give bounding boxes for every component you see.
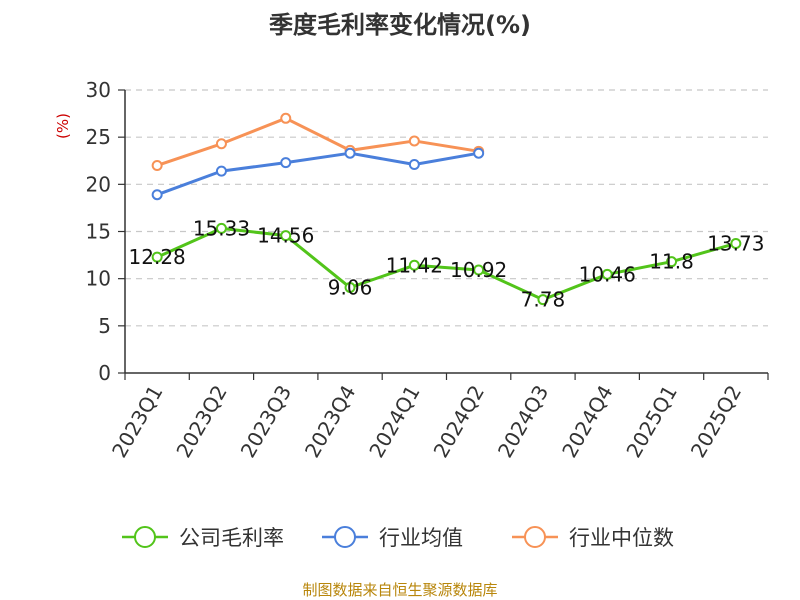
data-point[interactable] [151, 251, 163, 263]
legend-item[interactable]: 行业中位数 [512, 526, 674, 550]
legend-marker [334, 526, 356, 548]
y-tick-label: 15 [86, 220, 111, 244]
x-tick-label: 2025Q2 [686, 381, 746, 462]
data-point[interactable] [473, 264, 485, 276]
data-point[interactable] [151, 159, 163, 171]
data-label: 11.8 [649, 250, 694, 274]
y-axis-label: (%) [54, 113, 72, 139]
series-0 [151, 222, 742, 306]
legend-marker [134, 526, 156, 548]
data-label: 11.42 [386, 253, 443, 277]
y-tick-label: 20 [86, 172, 111, 196]
data-point[interactable] [537, 294, 549, 306]
data-point[interactable] [280, 112, 292, 124]
x-tick-label: 2024Q4 [557, 381, 617, 462]
data-point[interactable] [280, 230, 292, 242]
series-layer [151, 112, 742, 306]
series-line [156, 151, 479, 197]
data-labels: 12.28 15.33 14.56 9.06 11.42 10.92 7.78 10.46 11… [129, 216, 765, 311]
data-point[interactable] [730, 237, 742, 249]
y-tick-label: 30 [86, 78, 111, 102]
data-point[interactable] [408, 135, 420, 147]
legend-label: 公司毛利率 [179, 526, 284, 550]
data-point[interactable] [344, 282, 356, 294]
data-point[interactable] [666, 256, 678, 268]
x-tick-label: 2024Q2 [429, 381, 489, 462]
data-point[interactable] [601, 268, 613, 280]
y-tick-label: 0 [98, 361, 111, 385]
x-tick-label: 2023Q3 [236, 381, 296, 462]
x-tick-label: 2024Q1 [364, 381, 424, 462]
x-tick-label: 2023Q4 [300, 381, 360, 462]
x-tick-label: 2024Q3 [493, 381, 553, 462]
data-point[interactable] [215, 222, 227, 234]
x-tick-label: 2023Q2 [171, 381, 231, 462]
data-point[interactable] [215, 138, 227, 150]
data-label: 13.73 [707, 231, 764, 255]
source-note: 制图数据来自恒生聚源数据库 [302, 581, 497, 599]
data-label: 15.33 [193, 216, 250, 240]
legend-item[interactable]: 行业均值 [322, 526, 463, 550]
series-line [156, 226, 737, 302]
data-label: 7.78 [521, 288, 566, 312]
y-tick-label: 10 [86, 267, 111, 291]
grid-lines [125, 89, 768, 327]
data-label: 14.56 [257, 224, 314, 248]
data-point[interactable] [473, 147, 485, 159]
data-point[interactable] [151, 189, 163, 201]
x-tick-label: 2023Q1 [107, 381, 167, 462]
data-label: 10.46 [579, 262, 636, 286]
legend-item[interactable]: 公司毛利率 [122, 526, 284, 550]
legend-label: 行业均值 [379, 526, 463, 550]
y-tick-label: 25 [86, 125, 111, 149]
series-line [156, 116, 479, 167]
legend[interactable]: 公司毛利率 行业均值 行业中位数 [122, 526, 674, 550]
data-label: 9.06 [328, 276, 373, 300]
data-label: 10.92 [450, 258, 507, 282]
data-point[interactable] [215, 165, 227, 177]
data-point[interactable] [408, 159, 420, 171]
data-label: 12.28 [129, 245, 186, 269]
chart-title: 季度毛利率变化情况(%) [269, 11, 531, 39]
x-tick-label: 2025Q1 [621, 381, 681, 462]
y-tick-label: 5 [98, 314, 111, 338]
legend-label: 行业中位数 [569, 526, 674, 550]
data-point[interactable] [344, 147, 356, 159]
legend-marker [524, 526, 546, 548]
data-point[interactable] [408, 259, 420, 271]
data-point[interactable] [280, 157, 292, 169]
series-1 [151, 147, 485, 201]
